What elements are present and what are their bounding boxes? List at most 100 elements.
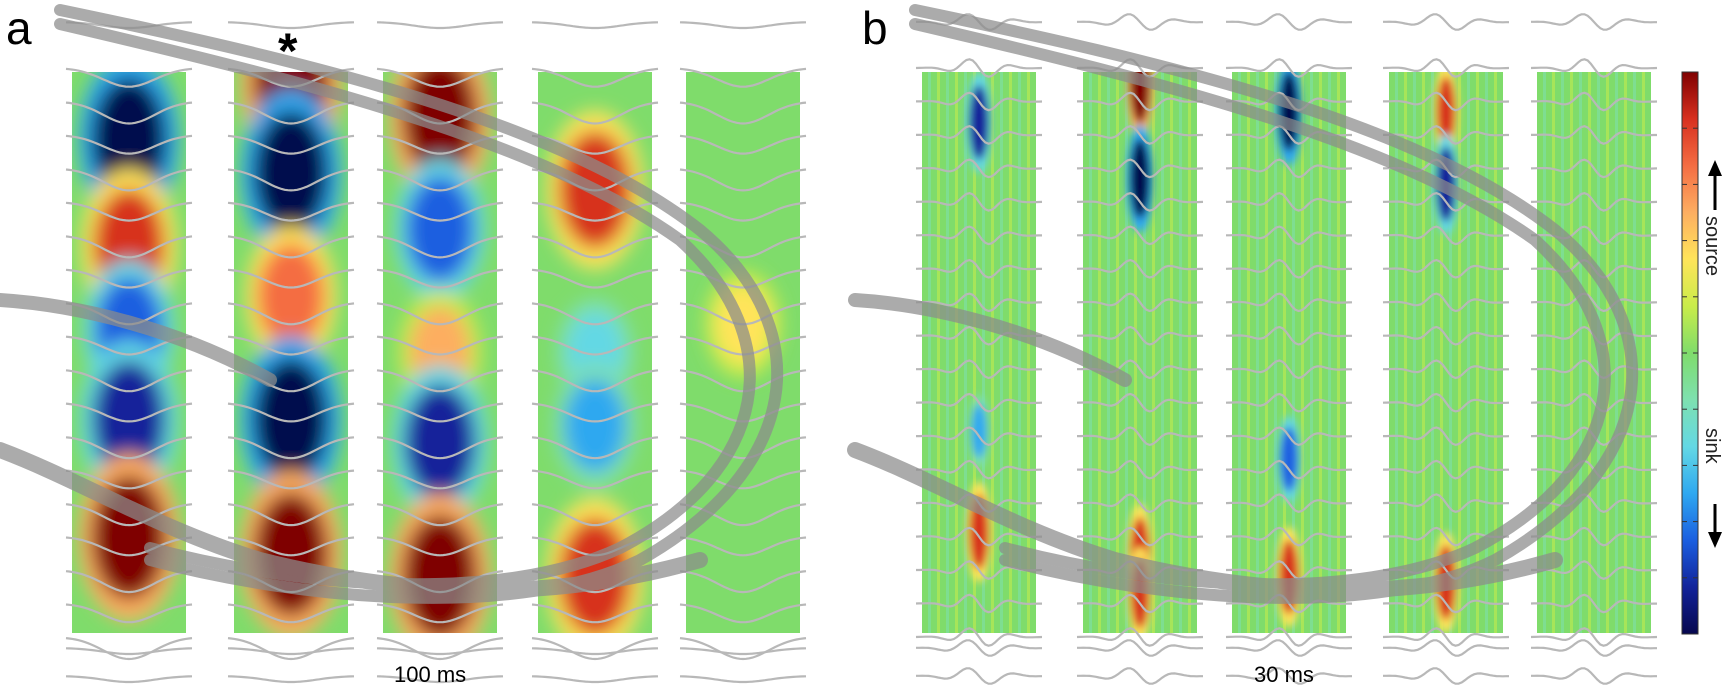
lfp-trace	[1531, 91, 1658, 112]
csd-blob	[253, 357, 329, 482]
csd-blob	[404, 385, 476, 500]
sink-arrow-icon	[1708, 504, 1722, 548]
lfp-trace	[227, 168, 355, 192]
lfp-trace	[679, 603, 807, 624]
lfp-trace	[1530, 593, 1657, 614]
lfp-trace	[1226, 225, 1352, 246]
lfp-trace	[915, 158, 1043, 179]
anatomy-branch	[0, 442, 708, 598]
lfp-trace	[65, 637, 193, 661]
lfp-trace	[1530, 158, 1658, 179]
lfp-trace	[227, 302, 355, 326]
lfp-trace-outer	[531, 647, 659, 656]
striation	[1161, 72, 1164, 633]
lfp-trace	[227, 436, 355, 460]
lfp-trace	[1383, 225, 1509, 246]
lfp-trace	[227, 402, 355, 423]
csd-blob	[406, 176, 474, 282]
striation	[1642, 72, 1645, 633]
striation	[1319, 72, 1322, 633]
lfp-trace	[1382, 493, 1510, 513]
lfp-trace	[1226, 459, 1352, 480]
lfp-trace	[227, 637, 355, 661]
lfp-trace	[1076, 526, 1204, 547]
lfp-trace-outer	[1531, 667, 1657, 685]
lfp-trace	[376, 369, 504, 393]
lfp-trace-outer	[1077, 639, 1203, 657]
lfp-trace-outer	[1531, 13, 1657, 31]
lfp-trace	[531, 101, 659, 125]
anatomy-branch	[847, 442, 1563, 598]
striation	[1579, 72, 1582, 633]
striation	[982, 72, 985, 633]
anatomy-layer	[54, 4, 783, 604]
striation	[1422, 72, 1425, 633]
striation	[1615, 72, 1618, 633]
lfp-trace	[227, 503, 355, 527]
lfp-trace	[679, 436, 807, 460]
lfp-trace	[1530, 292, 1658, 313]
sink-label: sink	[1701, 428, 1723, 465]
lfp-trace	[679, 168, 807, 192]
lfp-trace	[679, 67, 807, 88]
lfp-trace	[1225, 627, 1353, 647]
lfp-trace-outer	[376, 647, 504, 656]
csd-blob	[91, 77, 167, 202]
lfp-trace	[376, 67, 504, 88]
lfp-trace	[1383, 325, 1509, 346]
striation	[1328, 72, 1331, 633]
csd-blob	[92, 361, 166, 479]
lfp-trace	[376, 637, 504, 661]
lfp-trace	[65, 402, 193, 423]
lfp-trace	[65, 436, 193, 460]
striation	[1449, 72, 1452, 633]
lfp-trace	[1076, 292, 1204, 313]
lfp-trace	[227, 235, 355, 259]
lfp-trace	[531, 503, 659, 527]
lfp-trace	[531, 235, 659, 259]
csd-blob	[253, 110, 329, 235]
lfp-trace	[376, 503, 504, 527]
lfp-trace-outer	[916, 667, 1042, 685]
lfp-trace-outer	[916, 639, 1042, 657]
striation	[1337, 72, 1340, 633]
striation	[1404, 72, 1407, 633]
lfp-trace-outer	[679, 647, 807, 656]
lfp-trace	[1225, 292, 1353, 313]
striation	[1143, 72, 1146, 633]
lfp-trace	[1382, 58, 1510, 78]
lfp-trace	[1077, 426, 1204, 447]
lfp-trace	[227, 536, 355, 557]
striation	[1274, 72, 1277, 633]
lfp-trace	[531, 302, 659, 326]
lfp-trace-outer	[531, 21, 659, 30]
anatomy-branch	[0, 293, 277, 387]
striation	[1170, 72, 1173, 633]
lfp-trace	[376, 436, 504, 460]
lfp-trace	[915, 627, 1043, 647]
lfp-trace-outer	[376, 21, 504, 30]
lfp-trace	[915, 192, 1043, 212]
lfp-trace	[65, 101, 193, 125]
striation	[1570, 72, 1573, 633]
lfp-trace	[65, 603, 193, 624]
lfp-trace-outer	[1383, 667, 1509, 685]
striation	[1089, 72, 1092, 633]
heatmap-column	[1083, 72, 1197, 633]
heatmap-column	[383, 72, 497, 633]
lfp-trace	[65, 201, 193, 222]
lfp-trace	[1382, 392, 1510, 413]
csd-blob	[969, 85, 989, 160]
lfp-trace	[1382, 258, 1509, 279]
lfp-trace	[1226, 359, 1352, 380]
lfp-trace	[531, 637, 659, 661]
lfp-trace	[1077, 91, 1204, 112]
csd-blob	[257, 244, 325, 349]
lfp-trace	[1531, 560, 1657, 580]
striation	[1588, 72, 1591, 633]
colorbar: source sink	[1681, 71, 1723, 635]
striation	[1188, 72, 1191, 633]
striation	[1458, 72, 1461, 633]
lfp-trace	[1530, 58, 1658, 78]
lfp-trace	[1225, 493, 1353, 513]
